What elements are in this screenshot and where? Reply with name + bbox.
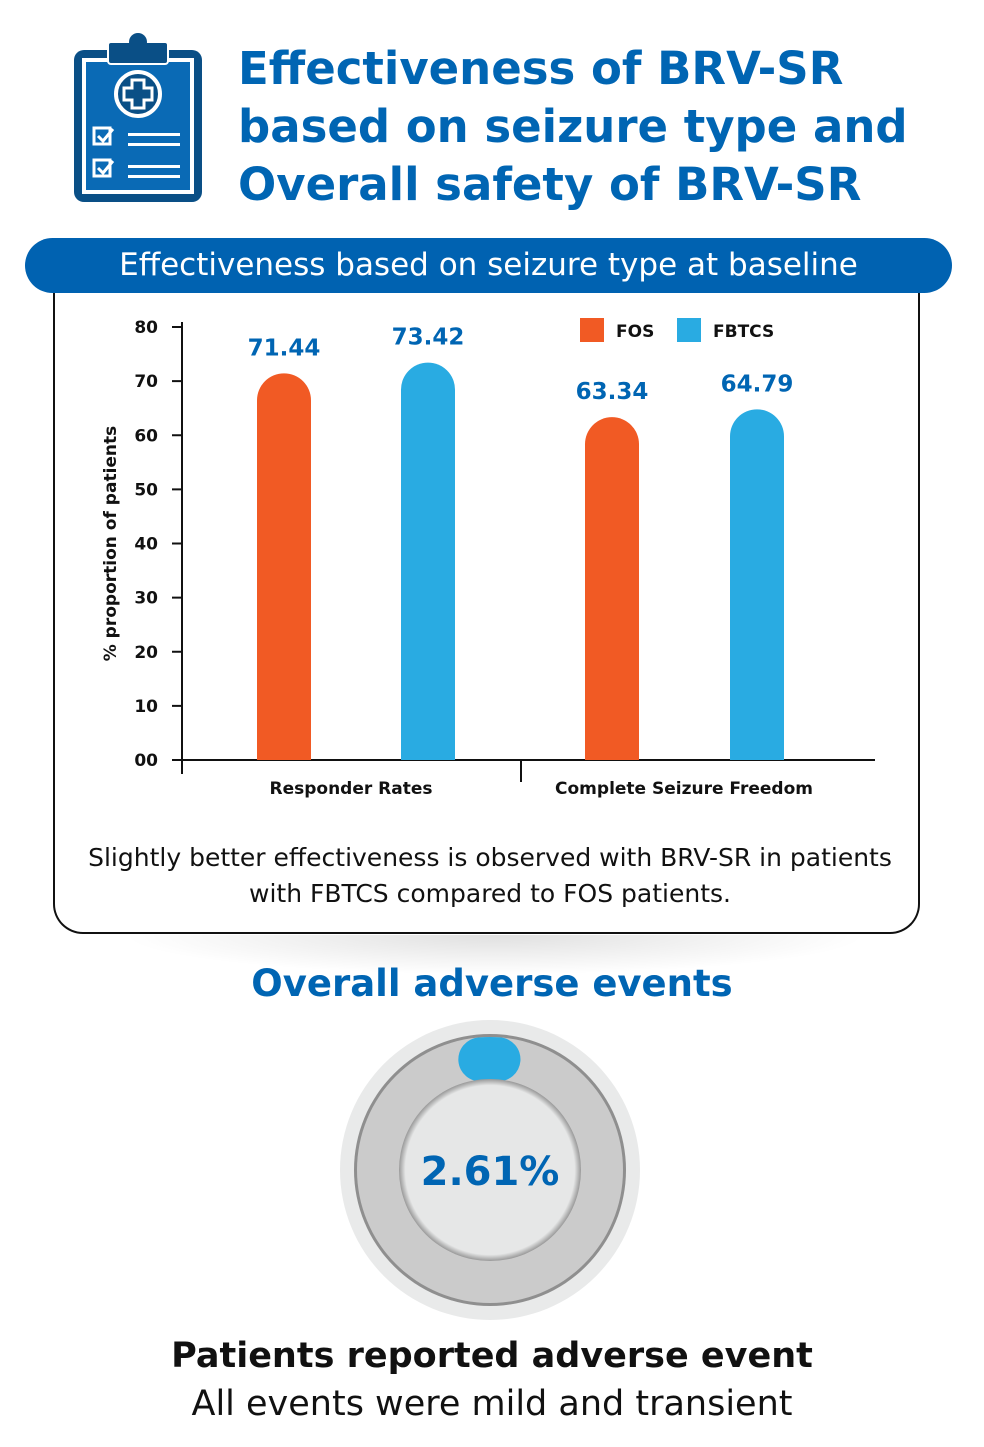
y-tick-label: 10	[134, 697, 158, 717]
y-tick-label: 40	[134, 535, 158, 555]
section-banner: Effectiveness based on seizure type at b…	[25, 238, 952, 293]
legend-label: FBTCS	[713, 322, 774, 342]
adverse-value: 2.61%	[421, 1149, 560, 1195]
y-tick-label: 60	[134, 426, 158, 446]
data-label: 71.44	[248, 335, 321, 361]
bar-fbtcs	[730, 409, 784, 760]
y-tick-label: 50	[134, 480, 158, 500]
y-axis-title: % proportion of patients	[101, 426, 121, 662]
card-shadow	[120, 935, 870, 975]
adverse-donut: 2.61%	[340, 1020, 640, 1320]
y-tick-label: 00	[134, 751, 158, 771]
bar-fos	[585, 417, 639, 760]
data-label: 64.79	[721, 371, 794, 397]
y-tick-label: 30	[134, 589, 158, 609]
y-tick-label: 70	[134, 372, 158, 392]
clipboard-medical-checklist-icon	[74, 33, 202, 202]
legend-swatch-fos	[580, 318, 604, 342]
data-label: 73.42	[392, 325, 465, 351]
adverse-heading: Overall adverse events	[251, 962, 733, 1005]
chart-note: Slightly better effectiveness is observe…	[88, 843, 892, 908]
adverse-line-2: All events were mild and transient	[191, 1384, 793, 1424]
y-tick-label: 20	[134, 643, 158, 663]
category-label: Complete Seizure Freedom	[555, 779, 813, 799]
legend-label: FOS	[616, 322, 654, 342]
bar-fbtcs	[401, 362, 455, 760]
y-tick-label: 80	[134, 318, 158, 338]
adverse-arc	[357, 1037, 623, 1303]
chart-card	[53, 268, 920, 934]
adverse-line-1: Patients reported adverse event	[171, 1336, 813, 1376]
category-label: Responder Rates	[269, 779, 432, 799]
page-title: Effectiveness of BRV-SR based on seizure…	[238, 42, 908, 211]
bar-fos	[257, 373, 311, 760]
bar-chart: 00 10 20 30 40 50 60 70 80 % proportion of patien…	[101, 318, 875, 799]
data-label: 63.34	[576, 379, 649, 405]
legend-swatch-fbtcs	[677, 318, 701, 342]
